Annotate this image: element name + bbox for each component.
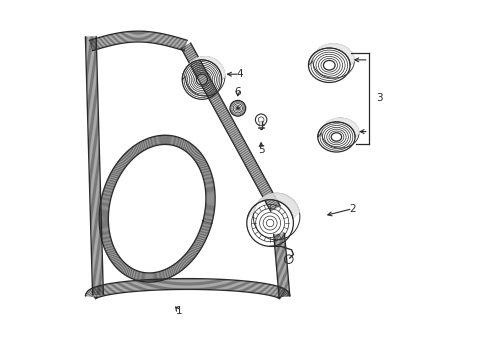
Polygon shape — [318, 118, 359, 137]
Text: 6: 6 — [235, 87, 241, 97]
Circle shape — [237, 108, 239, 109]
Polygon shape — [247, 193, 299, 219]
Text: 5: 5 — [258, 144, 265, 154]
Text: 2: 2 — [349, 204, 356, 214]
Polygon shape — [182, 57, 225, 80]
Text: 3: 3 — [376, 93, 383, 103]
Text: 4: 4 — [236, 69, 243, 79]
Polygon shape — [309, 44, 354, 65]
Text: 1: 1 — [175, 306, 182, 316]
